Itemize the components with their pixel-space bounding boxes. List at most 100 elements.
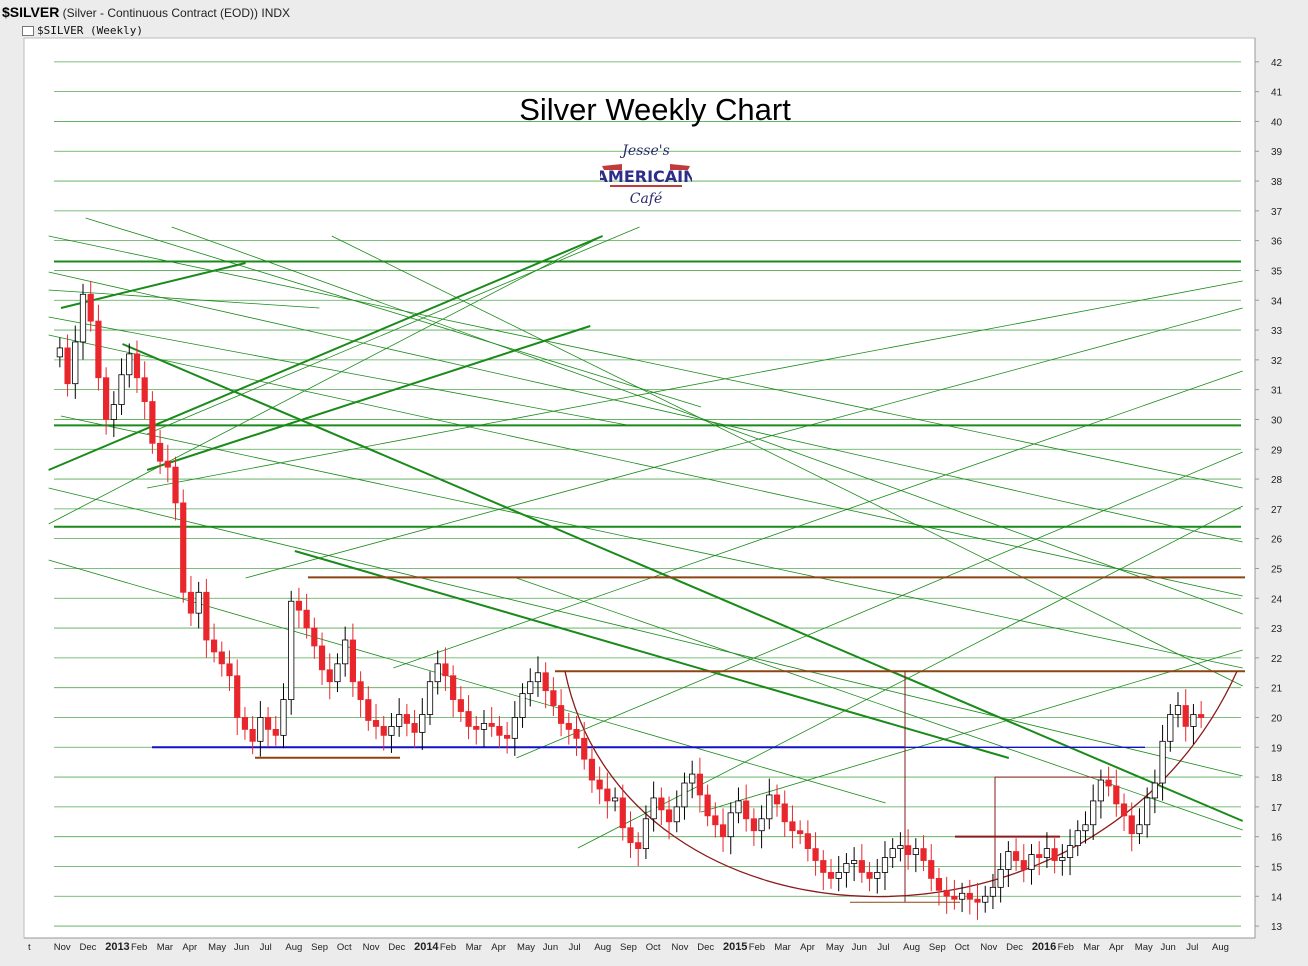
candle-body <box>557 705 565 724</box>
diagonal-trendline <box>516 577 1243 831</box>
candle-body <box>820 860 827 873</box>
candle-body <box>295 600 303 611</box>
candle-body <box>311 627 318 647</box>
candle-body <box>403 714 410 724</box>
candle-body <box>318 645 326 671</box>
candle-body <box>866 872 873 879</box>
candle-body <box>1128 815 1135 835</box>
candle-body <box>982 895 989 903</box>
price-tick-label: 29 <box>1271 445 1283 456</box>
time-tick-label: May <box>826 942 844 953</box>
candle-body <box>426 681 434 715</box>
candle-body <box>1074 830 1081 847</box>
candle-body <box>1113 785 1120 805</box>
candle-body <box>79 293 87 343</box>
price-tick-label: 27 <box>1271 505 1283 516</box>
candle-body <box>180 502 187 593</box>
candle-body <box>542 672 549 692</box>
candle-body <box>110 404 117 420</box>
candle-body <box>534 672 542 683</box>
candle-body <box>527 681 534 695</box>
time-tick-label: Sep <box>311 942 328 953</box>
candle-body <box>226 663 233 677</box>
time-tick-label: Mar <box>157 942 173 953</box>
price-tick-label: 40 <box>1271 117 1283 128</box>
price-tick-label: 13 <box>1271 922 1283 933</box>
time-tick-label: Jul <box>877 942 889 953</box>
candle-body <box>1051 848 1058 861</box>
candle-body <box>342 639 349 665</box>
time-tick-label: Mar <box>466 942 482 953</box>
candle-body <box>349 639 356 683</box>
diagonal-trendline <box>48 487 1243 777</box>
candle-body <box>1082 824 1089 832</box>
candle-body <box>1036 854 1043 858</box>
candle-body <box>457 699 464 712</box>
candle-body <box>550 690 557 706</box>
price-axis: 13 14 15 16 17 18 19 20 21 22 23 24 25 26 27 28 29 30 31 32… <box>1255 58 1283 933</box>
price-tick-label: 14 <box>1271 892 1283 903</box>
diagonal-trendline <box>700 649 1243 813</box>
candle-body <box>195 591 202 614</box>
candle-body <box>1012 851 1020 861</box>
candle-body <box>758 818 765 832</box>
candle-body <box>1144 797 1151 826</box>
overlay-legend: $SILVER (Weekly) <box>22 24 143 37</box>
price-tick-label: 34 <box>1271 296 1283 307</box>
diagonal-trendline <box>48 316 628 426</box>
candle-body <box>727 812 734 838</box>
time-tick-label: Jul <box>569 942 581 953</box>
candle-body <box>797 830 804 835</box>
candle-body <box>719 824 727 838</box>
candle-body <box>126 353 133 376</box>
candle-body <box>1097 779 1104 802</box>
candle-body <box>1066 845 1074 858</box>
time-tick-label: Aug <box>903 942 920 953</box>
price-tick-label: 25 <box>1271 564 1283 575</box>
candle-body <box>218 651 225 665</box>
time-tick-label: Sep <box>620 942 637 953</box>
time-tick-label: Jun <box>852 942 867 953</box>
candle-body <box>419 714 426 733</box>
candle-body <box>681 782 688 808</box>
candle-body <box>704 794 711 817</box>
price-tick-label: 15 <box>1271 862 1283 873</box>
time-tick-label: Oct <box>955 942 970 953</box>
price-tick-label: 38 <box>1271 177 1283 188</box>
logo-line1: Jesse's <box>619 143 670 159</box>
candle-body <box>1190 714 1197 727</box>
candle-body <box>434 663 441 683</box>
candle-body <box>997 869 1004 888</box>
price-tick-label: 22 <box>1271 654 1283 665</box>
candlestick-series <box>56 280 1205 920</box>
candle-body <box>650 797 657 820</box>
candle-body <box>889 848 896 858</box>
time-tick-label: Jul <box>260 942 272 953</box>
candle-body <box>565 723 572 730</box>
diagonal-trendline <box>85 217 702 408</box>
price-tick-label: 36 <box>1271 237 1283 248</box>
plot-area <box>23 37 1256 939</box>
candle-body <box>966 892 973 900</box>
time-tick-label: Nov <box>54 942 71 953</box>
time-tick-label: Dec <box>388 942 405 953</box>
candle-body <box>372 720 380 727</box>
price-tick-label: 16 <box>1271 833 1283 844</box>
candle-body <box>974 898 981 903</box>
candle-body <box>958 892 966 900</box>
price-tick-label: 19 <box>1271 743 1283 754</box>
candle-body <box>581 737 588 760</box>
candle-body <box>1005 851 1012 870</box>
candle-body <box>133 353 141 379</box>
time-tick-label: Dec <box>1006 942 1023 953</box>
candle-body <box>881 857 889 873</box>
price-tick-label: 20 <box>1271 713 1283 724</box>
candle-body <box>627 827 634 844</box>
candle-body <box>689 773 696 784</box>
candle-body <box>851 860 858 864</box>
candle-body <box>411 723 418 733</box>
chart-title: Silver Weekly Chart <box>519 92 791 127</box>
candle-body <box>773 794 781 805</box>
candle-body <box>149 401 156 444</box>
candle-body <box>1105 779 1112 787</box>
